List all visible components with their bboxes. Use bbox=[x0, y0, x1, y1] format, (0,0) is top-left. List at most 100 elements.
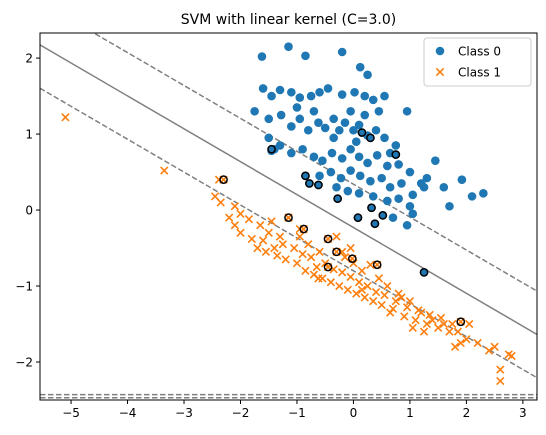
support-vector-marker bbox=[366, 133, 375, 143]
class-1-point bbox=[267, 217, 276, 226]
class-0-point bbox=[391, 141, 401, 150]
class-1-point bbox=[326, 278, 336, 287]
legend-label: Class 0 bbox=[458, 44, 501, 58]
class-1-point bbox=[405, 297, 415, 306]
class-0-point bbox=[439, 182, 449, 192]
class-0-point bbox=[374, 106, 384, 116]
support-vector-marker bbox=[323, 262, 333, 272]
chart-title: SVM with linear kernel (C=3.0) bbox=[181, 12, 396, 28]
legend: Class 0 Class 1 bbox=[423, 37, 532, 87]
class-1-point bbox=[244, 214, 254, 224]
class-0-point bbox=[419, 182, 429, 192]
class-1-point bbox=[490, 342, 499, 351]
class-1-point bbox=[391, 297, 400, 306]
axes: −5 −4 −3 −2 −1 0 1 2 3 −2 −1 0 1 2 bbox=[15, 32, 538, 420]
support-vector-marker bbox=[219, 175, 228, 184]
class-1-point bbox=[247, 234, 256, 244]
class-0-point bbox=[264, 133, 274, 143]
x-tick-label: −2 bbox=[232, 406, 250, 420]
class-0-point bbox=[380, 91, 389, 101]
class-1-point bbox=[264, 228, 273, 238]
class-1-point bbox=[439, 319, 448, 329]
class-1-point bbox=[357, 285, 367, 294]
class-1-point bbox=[225, 213, 234, 222]
class-1-point bbox=[419, 327, 429, 336]
class-1-point bbox=[408, 323, 417, 332]
class-0-point bbox=[295, 93, 305, 102]
class-0-point bbox=[284, 42, 293, 51]
class-0-point bbox=[351, 137, 361, 146]
support-vector-marker bbox=[372, 260, 382, 270]
class-0-point bbox=[337, 154, 347, 163]
class-1-point bbox=[377, 300, 386, 310]
class-0-point bbox=[276, 110, 286, 120]
class-1-point bbox=[428, 316, 437, 325]
support-vector-marker bbox=[370, 219, 380, 229]
legend-box bbox=[423, 37, 532, 87]
support-vector-marker bbox=[367, 203, 376, 213]
class-1-point bbox=[256, 221, 265, 230]
class-0-point bbox=[287, 87, 296, 97]
class-0-point bbox=[350, 87, 359, 97]
x-tick-label: 3 bbox=[519, 406, 527, 420]
class-0-point bbox=[315, 87, 324, 97]
class-1-point bbox=[425, 310, 434, 320]
support-vector-marker bbox=[305, 179, 314, 188]
class-0-point bbox=[323, 84, 333, 93]
class-1-point bbox=[332, 232, 341, 241]
legend-class-1-marker bbox=[435, 67, 445, 77]
class-1-point bbox=[397, 293, 406, 302]
support-vector-marker bbox=[391, 150, 401, 159]
support-vector-marker bbox=[419, 267, 429, 277]
class-0-point bbox=[355, 62, 365, 72]
x-tick-label: 2 bbox=[463, 406, 471, 420]
class-0-point bbox=[360, 91, 370, 101]
decision-boundary-line bbox=[40, 44, 537, 336]
class-0-point bbox=[405, 201, 415, 211]
class-1-point bbox=[160, 166, 169, 175]
class-0-point bbox=[329, 114, 338, 124]
class-1-point bbox=[436, 313, 446, 323]
class-0-point bbox=[360, 110, 370, 120]
class-1-point bbox=[374, 274, 384, 283]
class-0-point bbox=[408, 190, 418, 200]
class-0-point bbox=[287, 122, 296, 131]
class-1-point bbox=[340, 252, 350, 262]
class-1-point bbox=[371, 287, 381, 297]
support-vector-marker bbox=[299, 224, 309, 234]
class-0-point bbox=[346, 166, 355, 175]
class-1-point bbox=[306, 252, 316, 262]
class-0-point bbox=[275, 85, 285, 95]
y-tick-label: 0 bbox=[25, 203, 33, 217]
class-0-point bbox=[402, 220, 412, 230]
class-1-point bbox=[456, 338, 465, 348]
class-0-point bbox=[457, 175, 467, 184]
class-0-point bbox=[431, 156, 440, 165]
class-1-point bbox=[369, 297, 378, 306]
x-tick-label: −1 bbox=[288, 406, 306, 420]
class-0-point bbox=[372, 151, 382, 160]
class-0-point bbox=[264, 114, 274, 124]
support-vector-marker bbox=[456, 317, 466, 327]
class-0-point bbox=[332, 182, 341, 192]
class-0-point bbox=[267, 91, 276, 101]
class-0-point bbox=[355, 171, 365, 181]
legend-label: Class 1 bbox=[458, 65, 501, 79]
class-0-point bbox=[394, 194, 403, 203]
class-0-point bbox=[329, 133, 338, 143]
class-0-point bbox=[368, 192, 378, 201]
class-0-point bbox=[405, 167, 415, 177]
class-1-point bbox=[453, 327, 463, 336]
class-1-point bbox=[314, 274, 323, 283]
class-0-point bbox=[366, 176, 375, 186]
class-0-point bbox=[318, 156, 327, 165]
class-1-point bbox=[301, 266, 310, 275]
class-1-point bbox=[236, 228, 245, 238]
class-1-point bbox=[385, 308, 395, 317]
y-tick-label: −2 bbox=[15, 355, 33, 369]
class-0-point bbox=[343, 186, 353, 196]
class-1-point bbox=[496, 376, 505, 386]
class-1-point bbox=[278, 240, 288, 249]
support-vector-marker bbox=[284, 213, 293, 222]
